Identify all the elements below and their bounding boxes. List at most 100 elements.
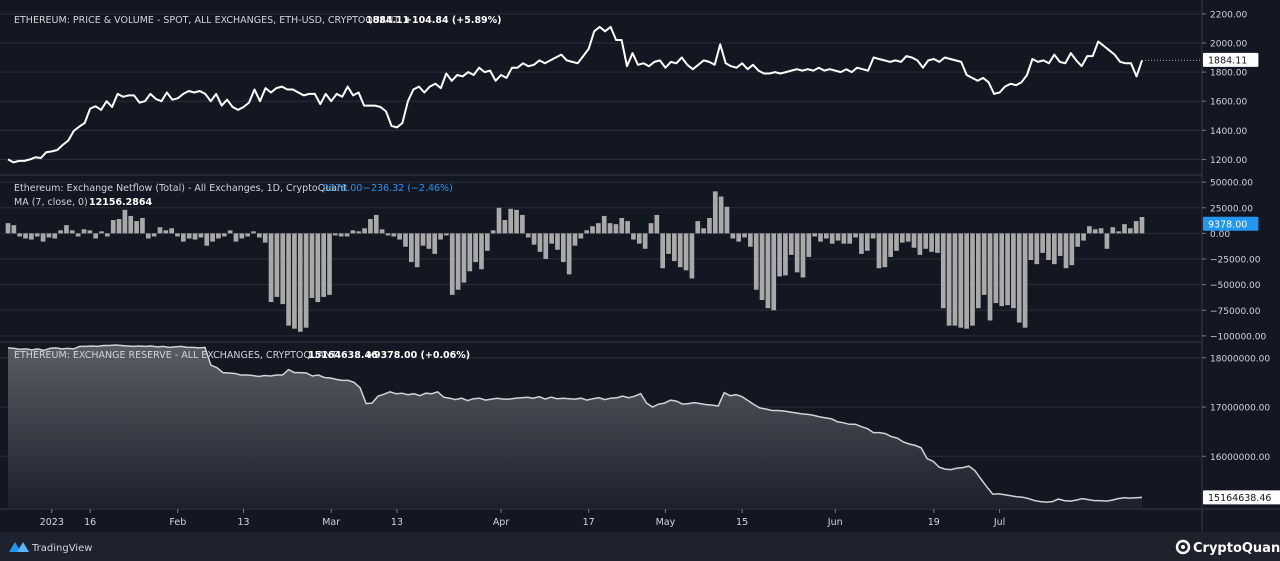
netflow-bar xyxy=(1057,233,1063,256)
netflow-bar xyxy=(864,233,870,251)
netflow-bar xyxy=(712,191,718,234)
pane-netflow-header: Ethereum: Exchange Netflow (Total) - All… xyxy=(14,183,453,208)
netflow-bar xyxy=(584,230,590,234)
netflow-bar xyxy=(99,231,104,234)
x-tick-label: Feb xyxy=(169,517,186,528)
netflow-bar xyxy=(75,233,81,237)
netflow-bar xyxy=(257,233,262,238)
netflow-bar xyxy=(841,233,847,244)
netflow-bar xyxy=(473,233,478,263)
netflow-bar xyxy=(537,233,543,252)
netflow-bar xyxy=(590,226,595,234)
netflow-bar xyxy=(765,233,771,309)
netflow-bar xyxy=(946,233,952,326)
netflow-bar xyxy=(52,233,58,239)
x-tick-label: 19 xyxy=(928,517,940,528)
netflow-bar xyxy=(847,233,853,244)
netflow-bar xyxy=(368,219,373,234)
netflow-bar xyxy=(1110,227,1116,234)
y-tick-label: 2000.00 xyxy=(1210,39,1247,49)
netflow-bar xyxy=(783,233,788,276)
netflow-bar xyxy=(1016,233,1022,323)
netflow-bar xyxy=(1081,233,1086,241)
netflow-bar xyxy=(134,221,139,234)
netflow-bar xyxy=(1087,226,1092,234)
netflow-bar xyxy=(438,233,443,240)
price-axes[interactable]: 2200.00 2000.00 1800.00 1600.00 1400.00 1200.… xyxy=(1202,10,1280,505)
netflow-bar xyxy=(777,233,782,277)
netflow-bar xyxy=(993,233,999,304)
last-value-badge-text: 1884.11 xyxy=(1208,55,1247,66)
netflow-bar xyxy=(695,221,701,234)
netflow-bar xyxy=(742,233,747,238)
netflow-bar xyxy=(794,233,800,273)
netflow-bar xyxy=(321,233,326,297)
netflow-bar xyxy=(5,223,11,234)
netflow-bar xyxy=(900,233,905,243)
y-tick-label: 16000000.00 xyxy=(1210,453,1270,463)
netflow-bar xyxy=(1116,231,1121,234)
x-tick-label: 15 xyxy=(736,517,748,528)
netflow-bar xyxy=(888,233,893,257)
netflow-bar xyxy=(327,233,332,295)
netflow-bar xyxy=(116,219,122,234)
netflow-bar xyxy=(1005,233,1010,306)
netflow-pane-title: Ethereum: Exchange Netflow (Total) - All… xyxy=(14,183,347,194)
netflow-bar xyxy=(660,233,666,269)
netflow-bar xyxy=(1098,228,1104,234)
reserve-series-line xyxy=(7,344,1143,503)
netflow-bar xyxy=(484,233,490,251)
netflow-bar xyxy=(952,233,958,326)
netflow-bar xyxy=(806,233,812,257)
netflow-bar xyxy=(216,233,221,239)
price-pane-title: ETHEREUM: PRICE & VOLUME - SPOT, ALL EXC… xyxy=(14,15,399,26)
netflow-bar xyxy=(350,230,356,234)
netflow-bar xyxy=(385,233,391,236)
netflow-bar xyxy=(58,230,63,234)
netflow-bar xyxy=(642,233,648,249)
plot-area[interactable] xyxy=(5,25,1202,508)
netflow-bar xyxy=(338,233,344,237)
netflow-bar xyxy=(666,233,671,254)
netflow-bar xyxy=(40,233,46,242)
cryptoquant-logo-icon xyxy=(1175,539,1191,555)
netflow-bar xyxy=(1139,216,1145,234)
netflow-bar xyxy=(502,220,508,234)
netflow-bar xyxy=(619,218,625,234)
x-tick-label: May xyxy=(656,517,676,528)
netflow-bar xyxy=(110,220,116,234)
tradingview-branding[interactable]: TradingView xyxy=(9,542,92,554)
netflow-bar xyxy=(824,233,829,239)
netflow-bar xyxy=(514,209,519,234)
netflow-bar xyxy=(1075,233,1081,247)
netflow-bar xyxy=(718,196,724,234)
netflow-bar xyxy=(1063,233,1069,269)
netflow-bar xyxy=(29,233,34,240)
netflow-bar xyxy=(362,228,367,234)
netflow-bar xyxy=(566,233,572,275)
netflow-bar xyxy=(771,233,777,311)
netflow-bar xyxy=(572,233,578,246)
netflow-bar xyxy=(525,233,531,238)
netflow-bar xyxy=(303,233,309,328)
netflow-bar xyxy=(64,225,69,234)
netflow-bar xyxy=(859,233,864,254)
price-series-line xyxy=(7,25,1143,164)
netflow-bar xyxy=(818,233,823,242)
netflow-bar xyxy=(315,233,321,303)
netflow-bar xyxy=(560,233,566,263)
netflow-bar xyxy=(140,218,145,234)
netflow-bar xyxy=(414,233,420,268)
time-axis[interactable]: 2023 16 Feb 13 Mar 13 Apr 17 May 15 Jun 19 Jul xyxy=(40,509,1006,528)
cryptoquant-branding[interactable]: CryptoQuant xyxy=(1175,539,1280,556)
y-tick-label: 18000000.00 xyxy=(1210,354,1270,364)
y-tick-label: 1400.00 xyxy=(1210,127,1247,137)
y-tick-label: 25000.00 xyxy=(1210,204,1253,214)
netflow-bar xyxy=(496,207,502,234)
footer-bar xyxy=(0,532,1280,561)
last-value-badge xyxy=(1203,216,1259,231)
reserve-pane-title: ETHEREUM: EXCHANGE RESERVE - ALL EXCHANG… xyxy=(14,350,337,361)
netflow-bar xyxy=(479,233,484,270)
netflow-bar xyxy=(672,233,677,262)
